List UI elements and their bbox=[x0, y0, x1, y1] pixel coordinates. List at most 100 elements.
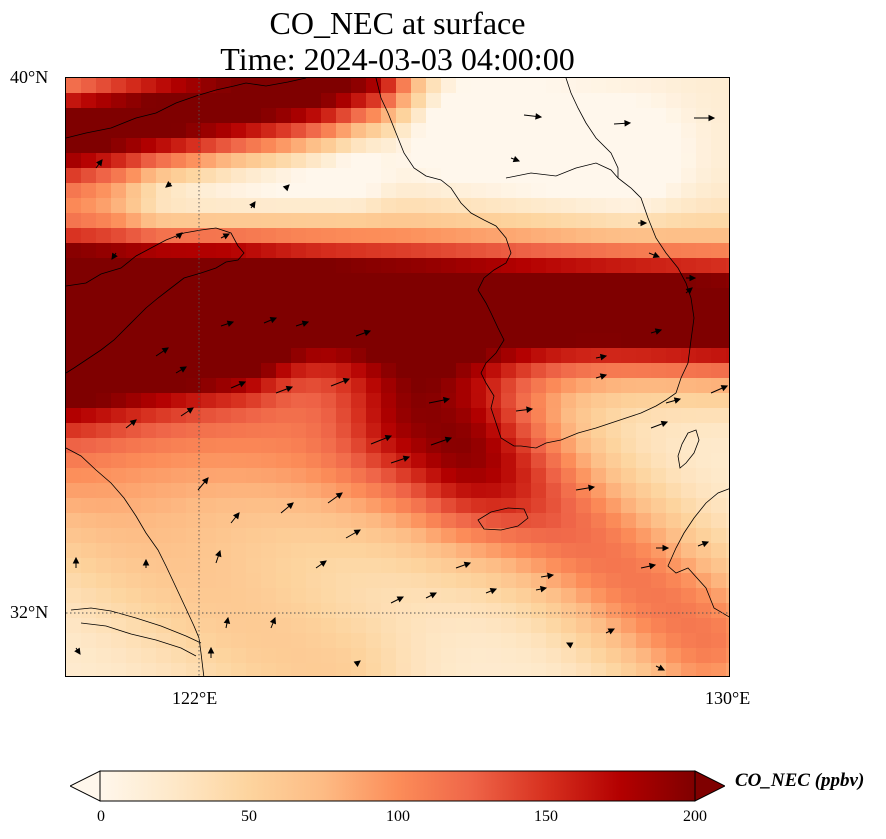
concentration-cell bbox=[306, 663, 322, 676]
concentration-cell bbox=[381, 243, 397, 259]
concentration-cell bbox=[321, 618, 337, 634]
concentration-cell bbox=[486, 573, 502, 589]
concentration-cell bbox=[606, 213, 622, 229]
concentration-cell bbox=[156, 438, 172, 454]
concentration-cell bbox=[111, 378, 127, 394]
colorbar bbox=[70, 770, 725, 802]
concentration-cell bbox=[711, 123, 727, 139]
concentration-cell bbox=[156, 468, 172, 484]
concentration-cell bbox=[336, 228, 352, 244]
concentration-cell bbox=[66, 558, 82, 574]
concentration-cell bbox=[576, 648, 592, 664]
concentration-cell bbox=[246, 258, 262, 274]
concentration-cell bbox=[96, 378, 112, 394]
concentration-cell bbox=[321, 363, 337, 379]
concentration-cell bbox=[486, 543, 502, 559]
concentration-cell bbox=[351, 663, 367, 676]
concentration-cell bbox=[621, 78, 637, 94]
concentration-cell bbox=[726, 198, 729, 214]
concentration-cell bbox=[81, 603, 97, 619]
concentration-cell bbox=[111, 618, 127, 634]
concentration-cell bbox=[411, 348, 427, 364]
wind-arrow-head bbox=[657, 664, 666, 671]
concentration-cell bbox=[711, 648, 727, 664]
concentration-cell bbox=[306, 168, 322, 184]
concentration-cell bbox=[201, 648, 217, 664]
concentration-cell bbox=[666, 603, 682, 619]
concentration-cell bbox=[561, 603, 577, 619]
concentration-cell bbox=[276, 468, 292, 484]
concentration-cell bbox=[216, 213, 232, 229]
concentration-cell bbox=[81, 648, 97, 664]
concentration-cell bbox=[411, 228, 427, 244]
concentration-cell bbox=[561, 648, 577, 664]
concentration-cell bbox=[696, 423, 712, 439]
concentration-cell bbox=[456, 498, 472, 514]
concentration-cell bbox=[606, 618, 622, 634]
concentration-cell bbox=[201, 228, 217, 244]
concentration-cell bbox=[81, 573, 97, 589]
concentration-cell bbox=[411, 438, 427, 454]
concentration-cell bbox=[426, 198, 442, 214]
concentration-cell bbox=[351, 378, 367, 394]
concentration-cell bbox=[66, 633, 82, 649]
concentration-cell bbox=[81, 363, 97, 379]
concentration-cell bbox=[186, 258, 202, 274]
concentration-cell bbox=[261, 633, 277, 649]
concentration-cell bbox=[186, 153, 202, 169]
concentration-cell bbox=[396, 78, 412, 94]
concentration-cell bbox=[291, 588, 307, 604]
concentration-cell bbox=[486, 513, 502, 529]
concentration-cell bbox=[276, 663, 292, 676]
concentration-cell bbox=[276, 483, 292, 499]
concentration-cell bbox=[456, 258, 472, 274]
concentration-cell bbox=[711, 213, 727, 229]
concentration-cell bbox=[126, 318, 142, 334]
concentration-cell bbox=[591, 228, 607, 244]
concentration-cell bbox=[321, 453, 337, 469]
concentration-cell bbox=[171, 648, 187, 664]
concentration-cell bbox=[246, 183, 262, 199]
concentration-cell bbox=[531, 393, 547, 409]
concentration-cell bbox=[576, 93, 592, 109]
concentration-cell bbox=[681, 633, 697, 649]
concentration-cell bbox=[366, 408, 382, 424]
concentration-cell bbox=[336, 588, 352, 604]
concentration-cell bbox=[201, 423, 217, 439]
concentration-cell bbox=[306, 573, 322, 589]
concentration-cell bbox=[186, 198, 202, 214]
concentration-cell bbox=[261, 528, 277, 544]
concentration-cell bbox=[561, 438, 577, 454]
concentration-cell bbox=[411, 543, 427, 559]
concentration-cell bbox=[96, 108, 112, 124]
concentration-cell bbox=[666, 258, 682, 274]
colorbar-tick-150: 150 bbox=[534, 808, 558, 825]
concentration-cell bbox=[501, 123, 517, 139]
concentration-cell bbox=[306, 393, 322, 409]
concentration-cell bbox=[621, 243, 637, 259]
concentration-cell bbox=[471, 588, 487, 604]
concentration-cell bbox=[711, 423, 727, 439]
concentration-cell bbox=[606, 408, 622, 424]
concentration-cell bbox=[456, 468, 472, 484]
concentration-cell bbox=[111, 333, 127, 349]
concentration-cell bbox=[501, 438, 517, 454]
concentration-cell bbox=[261, 93, 277, 109]
concentration-cell bbox=[636, 648, 652, 664]
concentration-cell bbox=[621, 123, 637, 139]
concentration-cell bbox=[621, 168, 637, 184]
concentration-cell bbox=[471, 198, 487, 214]
concentration-cell bbox=[396, 558, 412, 574]
concentration-cell bbox=[186, 603, 202, 619]
concentration-cell bbox=[381, 363, 397, 379]
concentration-cell bbox=[621, 228, 637, 244]
concentration-cell bbox=[66, 303, 82, 319]
concentration-cell bbox=[726, 483, 729, 499]
concentration-cell bbox=[681, 408, 697, 424]
concentration-cell bbox=[681, 588, 697, 604]
concentration-cell bbox=[696, 228, 712, 244]
yangtze-estuary bbox=[70, 607, 202, 657]
concentration-cell bbox=[576, 438, 592, 454]
concentration-map bbox=[66, 78, 729, 676]
concentration-cell bbox=[276, 213, 292, 229]
